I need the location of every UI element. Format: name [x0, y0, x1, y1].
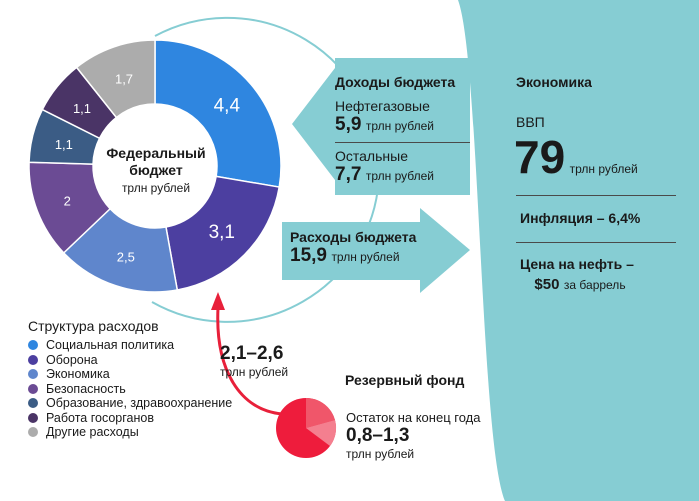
legend-title: Структура расходов — [28, 318, 159, 334]
donut-slice-label-5: 1,1 — [73, 101, 91, 116]
expense-arrow — [282, 208, 470, 293]
gap-value: 2,1–2,6 — [220, 343, 284, 364]
legend-swatch-0 — [28, 340, 38, 351]
economy-gdp-unit: трлн рублей — [569, 162, 638, 176]
donut-outer-ring — [151, 16, 381, 323]
economy-gdp-label: ВВП — [516, 114, 545, 132]
legend-items: Социальная политика Оборона Экономика Безоп… — [28, 338, 232, 440]
reserve-title-text: Резервный фонд — [345, 372, 465, 388]
donut-slice-0 — [154, 39, 282, 188]
economy-oil-price-unit: за баррель — [563, 278, 626, 292]
legend-label-4: Образование, здравоохранение — [46, 396, 233, 410]
legend-label-3: Безопасность — [46, 381, 126, 396]
expenses-unit: трлн рублей — [331, 250, 400, 264]
income-oil-value: 5,9 — [335, 114, 362, 135]
economy-divider-1 — [516, 195, 676, 196]
reserve-title: Резервный фонд — [345, 372, 464, 390]
economy-oil-price: Цена на нефть – $50 за баррель — [520, 256, 640, 294]
gap-block: 2,1–2,6 трлн рублей — [220, 343, 288, 379]
reserve-details: Остаток на конец года 0,8–1,3 трлн рубле… — [346, 410, 480, 461]
donut-center-line1: Федеральный — [106, 145, 206, 161]
income-oil: Нефтегазовые 5,9 трлн рублей — [335, 98, 434, 136]
reserve-label: Остаток на конец года — [346, 410, 481, 425]
economy-region — [458, 0, 699, 501]
economy-gdp-value: 79 — [514, 131, 566, 183]
income-other: Остальные 7,7 трлн рублей — [335, 148, 434, 186]
donut-slice-label-1: 3,1 — [209, 222, 235, 243]
economy-oil-price-label: Цена на нефть – — [520, 256, 634, 272]
income-other-value: 7,7 — [335, 164, 362, 185]
legend-item-1: Оборона — [28, 353, 232, 368]
economy-gdp-label-text: ВВП — [516, 114, 545, 130]
legend-swatch-3 — [28, 383, 38, 394]
donut-center-line2: бюджет — [129, 162, 183, 178]
donut-slice-1 — [165, 175, 281, 291]
gap-arrow — [216, 307, 283, 416]
legend-label-0: Социальная политика — [46, 338, 175, 352]
legend-swatch-4 — [28, 398, 38, 409]
donut-slice-label-2: 2,5 — [117, 249, 135, 264]
legend-item-2: Экономика — [28, 367, 232, 382]
gap-unit: трлн рублей — [220, 365, 289, 379]
gap-arrow-head — [211, 292, 225, 310]
donut-slice-label-3: 2 — [64, 194, 71, 209]
legend-item-5: Работа госорганов — [28, 411, 232, 426]
reserve-value: 0,8–1,3 — [346, 425, 410, 446]
legend: Структура расходов Социальная политика Об… — [28, 318, 232, 440]
donut-slice-label-4: 1,1 — [55, 137, 73, 152]
legend-label-2: Экономика — [46, 367, 110, 381]
reserve-unit: трлн рублей — [346, 447, 415, 461]
legend-item-0: Социальная политика — [28, 338, 232, 353]
legend-swatch-6 — [28, 427, 38, 438]
legend-item-6: Другие расходы — [28, 425, 232, 440]
income-oil-unit: трлн рублей — [365, 119, 434, 133]
legend-label-6: Другие расходы — [46, 425, 139, 439]
legend-swatch-5 — [28, 412, 38, 423]
economy-divider-2 — [516, 242, 676, 243]
expenses-title: Расходы бюджета — [290, 229, 417, 245]
economy-oil-price-value: $50 — [534, 276, 560, 293]
expenses-block: Расходы бюджета 15,9 трлн рублей — [290, 229, 416, 267]
reserve-pie — [276, 397, 337, 458]
legend-label-5: Работа госорганов — [46, 410, 154, 425]
donut-center-text: Федеральный бюджет трлн рублей — [95, 145, 217, 197]
donut-center-unit: трлн рублей — [121, 181, 191, 195]
income-title-text: Доходы бюджета — [335, 74, 456, 90]
legend-item-4: Образование, здравоохранение — [28, 396, 232, 411]
income-oil-label: Нефтегазовые — [335, 98, 430, 114]
income-arrow — [292, 58, 470, 195]
legend-swatch-1 — [28, 354, 38, 365]
income-other-label: Остальные — [335, 148, 408, 164]
economy-inflation: Инфляция – 6,4% — [520, 210, 640, 228]
legend-label-1: Оборона — [46, 352, 98, 367]
donut-slice-label-0: 4,4 — [214, 95, 241, 116]
income-divider — [335, 142, 470, 143]
economy-inflation-text: Инфляция – 6,4% — [520, 210, 641, 226]
economy-gdp: 79 трлн рублей — [514, 132, 638, 182]
economy-title: Экономика — [516, 74, 592, 92]
donut-slice-label-6: 1,7 — [115, 71, 133, 86]
income-title: Доходы бюджета — [335, 74, 455, 92]
legend-swatch-2 — [28, 369, 38, 380]
legend-item-3: Безопасность — [28, 382, 232, 397]
donut-slice-6 — [75, 39, 156, 119]
economy-title-text: Экономика — [516, 74, 592, 90]
expenses-value: 15,9 — [290, 245, 327, 266]
income-other-unit: трлн рублей — [365, 169, 434, 183]
